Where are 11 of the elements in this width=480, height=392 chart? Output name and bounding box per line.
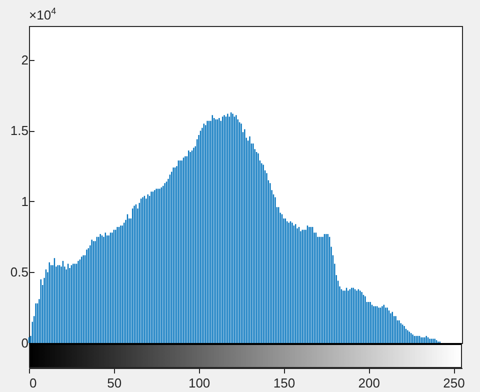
y-tick-label: 0 — [21, 336, 28, 350]
y-tick-label: 0.5 — [10, 264, 28, 280]
x-tick-label: 250 — [443, 376, 465, 390]
x-tick-label: 50 — [107, 376, 122, 390]
y-tick-label: 1.5 — [10, 123, 28, 138]
text: ×10$^{4}$ — [29, 6, 56, 22]
x-tick-label: 150 — [273, 376, 296, 390]
y-tick-label: 1 — [21, 194, 28, 209]
y-tick-label: 2 — [21, 52, 28, 68]
x-tick-label: 200 — [358, 376, 380, 390]
x-tick-label: 100 — [188, 376, 210, 390]
